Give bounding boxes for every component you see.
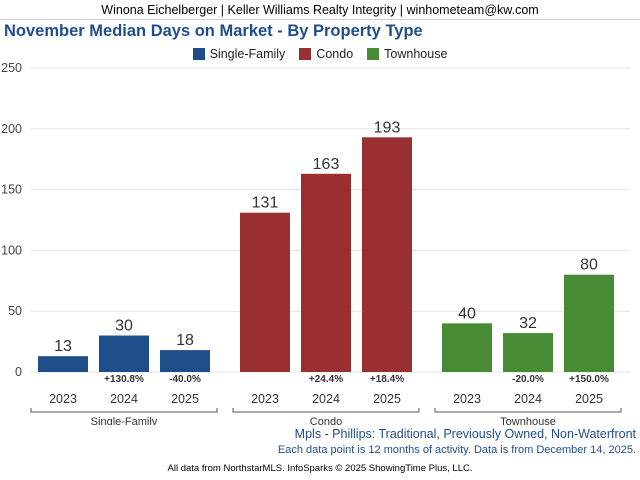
bar-chart: 0 50 100 150 200 250 13 2023 30 +130.8% 2024 18 -40.… — [1, 61, 630, 425]
change-label: +130.8% — [104, 374, 144, 385]
legend-item-single-family[interactable]: Single-Family — [192, 45, 286, 63]
x-tick-label: 2023 — [453, 392, 481, 406]
bar-single-family-2023 — [38, 356, 88, 372]
x-tick-label: 2023 — [49, 392, 77, 406]
header-banner: Winona Eichelberger | Keller Williams Re… — [0, 0, 640, 20]
bar-single-family-2024 — [99, 335, 149, 372]
legend-label-townhouse: Townhouse — [384, 47, 448, 61]
x-tick-label: 2025 — [575, 392, 603, 406]
data-label: 163 — [313, 156, 340, 173]
y-tick-label: 50 — [8, 304, 22, 318]
x-tick-label: 2024 — [110, 392, 138, 406]
y-tick-label: 0 — [15, 365, 22, 379]
change-label: +24.4% — [309, 374, 343, 385]
group-bracket — [232, 408, 420, 413]
legend-swatch-single-family — [192, 48, 205, 60]
legend-label-condo: Condo — [316, 47, 354, 61]
data-label: 18 — [176, 332, 194, 349]
bar-condo-2023 — [240, 212, 290, 372]
y-tick-label: 250 — [1, 61, 22, 75]
change-label: -20.0% — [512, 374, 544, 385]
chart-note: Each data point is 12 months of activity… — [277, 444, 636, 456]
x-tick-label: 2025 — [373, 392, 401, 406]
data-label: 32 — [519, 315, 537, 332]
x-tick-label: 2024 — [514, 392, 542, 406]
chart-legend: Single-Family Condo Townhouse — [0, 45, 640, 63]
x-tick-label: 2025 — [171, 392, 199, 406]
data-label: 80 — [580, 257, 598, 274]
chart-subtitle: Mpls - Phillips: Traditional, Previously… — [294, 427, 636, 441]
chart-title: November Median Days on Market - By Prop… — [4, 22, 423, 40]
y-tick-label: 100 — [1, 243, 22, 257]
bar-townhouse-2024 — [503, 333, 553, 372]
group-bracket — [434, 408, 622, 413]
x-tick-label: 2024 — [312, 392, 340, 406]
group-bracket — [30, 408, 218, 413]
y-tick-label: 150 — [1, 183, 22, 197]
bar-townhouse-2023 — [442, 323, 492, 372]
x-tick-label: 2023 — [251, 392, 279, 406]
bar-condo-2025 — [362, 137, 412, 372]
bar-single-family-2025 — [160, 350, 210, 372]
data-label: 30 — [115, 318, 133, 335]
bar-condo-2024 — [301, 173, 351, 372]
legend-item-condo[interactable]: Condo — [299, 45, 353, 63]
legend-item-townhouse[interactable]: Townhouse — [367, 45, 447, 63]
change-label: +150.0% — [569, 374, 609, 385]
legend-swatch-townhouse — [367, 48, 380, 60]
group-label: Townhouse — [500, 416, 556, 425]
footer-credit: All data from NorthstarMLS. InfoSparks ©… — [167, 463, 473, 474]
group-label: Single-Family — [91, 416, 158, 425]
bar-townhouse-2025 — [564, 274, 614, 372]
data-label: 40 — [458, 305, 476, 322]
change-label: -40.0% — [169, 374, 201, 385]
y-tick-label: 200 — [1, 122, 22, 136]
data-label: 193 — [374, 119, 401, 136]
legend-label-single-family: Single-Family — [209, 47, 286, 61]
data-label: 13 — [54, 338, 72, 355]
data-label: 131 — [252, 195, 279, 212]
group-label: Condo — [310, 416, 342, 425]
legend-swatch-condo — [299, 48, 312, 60]
change-label: +18.4% — [370, 374, 404, 385]
